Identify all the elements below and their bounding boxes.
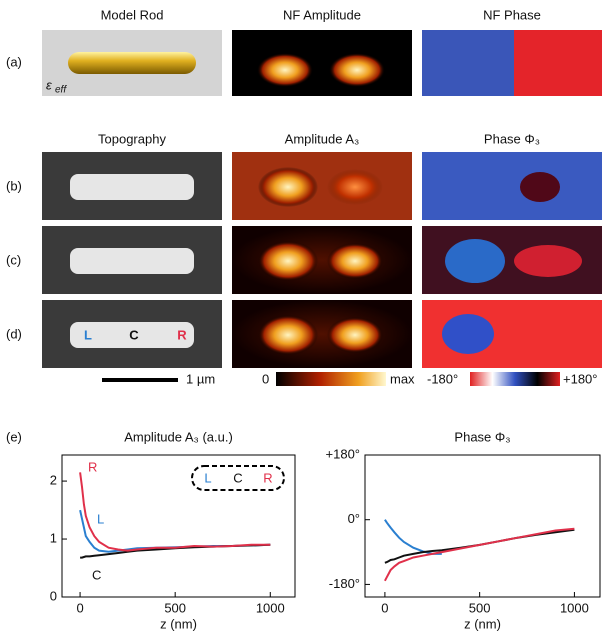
y-tick-label: 2 [50, 473, 57, 488]
column-header: Model Rod [101, 7, 164, 22]
plot-frame [365, 455, 600, 597]
panel [232, 30, 412, 96]
epsilon-sub: eff [55, 85, 67, 96]
column-header: Amplitude A₃ [285, 131, 360, 146]
row-label: (b) [6, 178, 22, 193]
y-tick-label: -180° [329, 576, 360, 591]
spot [520, 172, 560, 202]
series-label: R [88, 459, 97, 474]
scale-label: 1 µm [186, 371, 215, 386]
x-tick-label: 500 [469, 600, 491, 615]
image-rows [42, 152, 602, 368]
row-label: (c) [6, 252, 21, 267]
chart-title: Phase Φ₃ [454, 429, 510, 444]
colorbar-label: max [390, 371, 415, 386]
x-tick-label: 1000 [256, 600, 285, 615]
blob [327, 243, 383, 279]
column-header: Topography [98, 131, 166, 146]
panel [514, 30, 602, 96]
chart-title: Amplitude A₃ (a.u.) [124, 429, 233, 444]
rod-label: C [129, 327, 139, 342]
epsilon: ε [46, 77, 52, 92]
spot [445, 239, 505, 283]
series-line [385, 520, 442, 554]
y-tick-label: 0° [348, 511, 360, 526]
column-header: NF Phase [483, 7, 541, 22]
blob [327, 169, 383, 205]
x-tick-label: 0 [381, 600, 388, 615]
colorbar-label: +180° [563, 371, 597, 386]
colorbar-label: 0 [262, 371, 269, 386]
colorbar [276, 372, 386, 386]
inset-label: L [204, 470, 211, 485]
blob [257, 53, 313, 87]
x-tick-label: 500 [164, 600, 186, 615]
row-label: (a) [6, 54, 22, 69]
inset-label: R [263, 470, 272, 485]
series-label: C [92, 567, 101, 582]
x-tick-label: 0 [76, 600, 83, 615]
row-label: (e) [6, 429, 22, 444]
rod [68, 52, 196, 74]
rod-topo [70, 174, 194, 200]
spot [514, 245, 582, 277]
blob [258, 167, 318, 207]
column-header: NF Amplitude [283, 7, 361, 22]
rod-label: R [177, 327, 187, 342]
blob [258, 241, 318, 281]
panel [422, 152, 602, 220]
y-tick-label: 1 [50, 530, 57, 545]
rod-label: L [84, 327, 92, 342]
blob [329, 53, 385, 87]
y-tick-label: 0 [50, 588, 57, 603]
colorbar [470, 372, 560, 386]
x-axis-label: z (nm) [464, 616, 501, 631]
panel [422, 30, 514, 96]
x-axis-label: z (nm) [160, 616, 197, 631]
series-label: L [97, 511, 104, 526]
blob [258, 315, 318, 355]
figure: Model Rod NF Amplitude NF Phase Topography A… [0, 0, 605, 634]
rod-topo [70, 248, 194, 274]
column-header: Phase Φ₃ [484, 131, 540, 146]
row-label: (d) [6, 326, 22, 341]
inset-label: C [233, 470, 242, 485]
x-tick-label: 1000 [560, 600, 589, 615]
spot [442, 314, 494, 354]
y-tick-label: +180° [326, 446, 360, 461]
colorbar-label: -180° [427, 371, 458, 386]
blob [327, 317, 383, 353]
